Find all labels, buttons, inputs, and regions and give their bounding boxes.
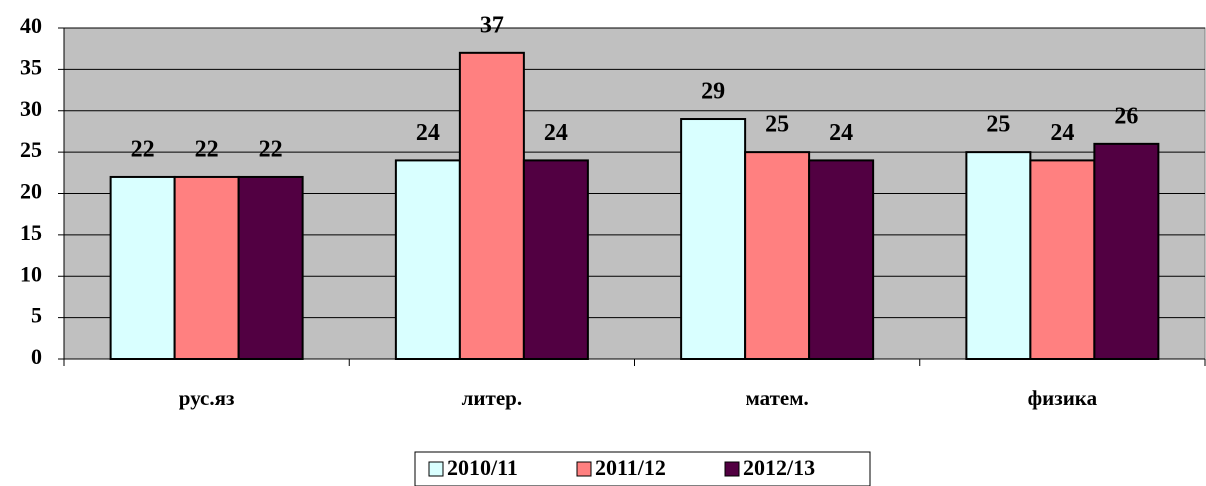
y-tick-label: 10 xyxy=(20,261,42,286)
value-label: 22 xyxy=(195,136,219,162)
x-tick-label: матем. xyxy=(745,386,808,410)
bar xyxy=(808,159,875,360)
value-label: 22 xyxy=(259,136,283,162)
y-tick-label: 30 xyxy=(20,96,42,121)
value-label: 24 xyxy=(829,120,853,146)
legend-label: 2010/11 xyxy=(447,455,518,480)
value-label: 22 xyxy=(131,136,155,162)
bar xyxy=(1093,142,1160,360)
bar xyxy=(1029,159,1096,360)
bar xyxy=(965,151,1032,360)
bar xyxy=(394,159,461,360)
y-tick-label: 40 xyxy=(20,13,42,38)
bar xyxy=(680,118,747,361)
value-label: 24 xyxy=(1050,120,1074,146)
bar xyxy=(522,159,589,360)
y-tick-label: 20 xyxy=(20,179,42,204)
legend-swatch xyxy=(428,461,444,477)
value-label: 37 xyxy=(480,12,504,38)
y-tick-label: 15 xyxy=(20,220,42,245)
bar xyxy=(744,151,811,360)
x-tick-label: физика xyxy=(1028,386,1098,410)
bar xyxy=(109,175,176,360)
legend-label: 2012/13 xyxy=(743,455,815,480)
legend xyxy=(414,451,871,486)
value-label: 29 xyxy=(701,79,725,105)
y-tick-label: 25 xyxy=(20,137,42,162)
bar xyxy=(458,51,525,360)
bar xyxy=(237,175,304,360)
value-label: 24 xyxy=(544,120,568,146)
y-tick-label: 35 xyxy=(20,54,42,79)
value-label: 26 xyxy=(1114,103,1138,129)
y-tick-label: 5 xyxy=(31,303,42,328)
x-tick-label: рус.яз xyxy=(179,386,235,410)
value-label: 24 xyxy=(416,120,440,146)
legend-swatch xyxy=(576,461,592,477)
y-tick-label: 0 xyxy=(31,344,42,369)
x-tick-label: литер. xyxy=(462,386,522,410)
value-label: 25 xyxy=(765,112,789,138)
legend-swatch xyxy=(724,461,740,477)
value-label: 25 xyxy=(986,112,1010,138)
legend-label: 2011/12 xyxy=(595,455,666,480)
bar xyxy=(173,175,240,360)
